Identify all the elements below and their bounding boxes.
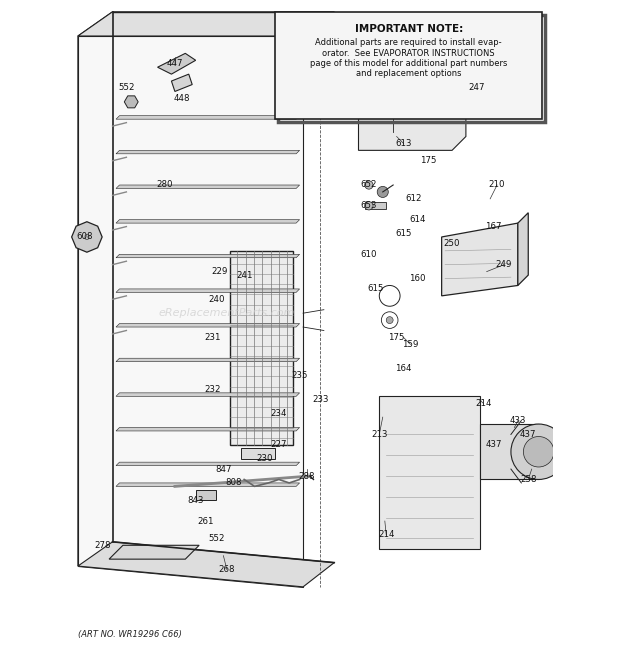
- Polygon shape: [116, 462, 299, 465]
- Text: 232: 232: [205, 385, 221, 394]
- Circle shape: [386, 317, 393, 324]
- Text: 233: 233: [312, 395, 329, 405]
- Text: 437: 437: [485, 440, 502, 449]
- Text: 227: 227: [270, 440, 287, 449]
- Text: 843: 843: [187, 496, 204, 505]
- Polygon shape: [116, 116, 299, 119]
- Text: 214: 214: [378, 530, 394, 539]
- Text: 249: 249: [496, 260, 512, 269]
- Text: 552: 552: [208, 534, 224, 543]
- FancyBboxPatch shape: [275, 12, 542, 119]
- Polygon shape: [365, 202, 386, 210]
- Polygon shape: [379, 397, 480, 549]
- Polygon shape: [241, 448, 275, 459]
- Polygon shape: [157, 54, 196, 74]
- Circle shape: [377, 186, 388, 198]
- Text: 241: 241: [236, 270, 252, 280]
- Text: 448: 448: [174, 94, 190, 103]
- Circle shape: [511, 424, 566, 479]
- Text: 230: 230: [257, 454, 273, 463]
- Polygon shape: [230, 251, 293, 445]
- Polygon shape: [116, 428, 299, 431]
- Polygon shape: [116, 289, 299, 292]
- Polygon shape: [441, 223, 518, 296]
- Text: eReplacementParts.com: eReplacementParts.com: [159, 308, 295, 318]
- Polygon shape: [116, 185, 299, 188]
- Polygon shape: [78, 542, 334, 587]
- Polygon shape: [78, 36, 303, 587]
- Polygon shape: [480, 424, 539, 479]
- Text: 280: 280: [156, 180, 173, 190]
- Circle shape: [365, 202, 373, 210]
- Text: 234: 234: [270, 409, 287, 418]
- Polygon shape: [171, 74, 192, 91]
- Text: 235: 235: [291, 371, 308, 380]
- Polygon shape: [196, 490, 216, 500]
- Text: 240: 240: [208, 295, 224, 304]
- Polygon shape: [116, 150, 299, 154]
- Text: o: o: [84, 232, 90, 242]
- Polygon shape: [125, 96, 138, 108]
- Text: 652: 652: [361, 180, 377, 190]
- Polygon shape: [358, 60, 466, 150]
- Text: 175: 175: [420, 156, 436, 165]
- Polygon shape: [78, 12, 113, 566]
- Text: 653: 653: [361, 202, 377, 210]
- Text: Additional parts are required to install evap-
orator.  See EVAPORATOR INSTRUCTI: Additional parts are required to install…: [310, 38, 507, 78]
- Text: 268: 268: [219, 565, 235, 574]
- Text: 159: 159: [402, 340, 418, 349]
- Text: 258: 258: [520, 475, 536, 484]
- Text: 615: 615: [396, 229, 412, 238]
- Polygon shape: [116, 254, 299, 258]
- Text: (ART NO. WR19296 C66): (ART NO. WR19296 C66): [78, 630, 182, 639]
- Text: 447: 447: [167, 59, 183, 68]
- Polygon shape: [109, 545, 199, 559]
- Text: 167: 167: [485, 222, 502, 231]
- Text: 437: 437: [520, 430, 536, 439]
- Text: 160: 160: [409, 274, 426, 283]
- Circle shape: [365, 181, 373, 189]
- Text: 614: 614: [409, 215, 426, 224]
- Text: 612: 612: [405, 194, 422, 204]
- Text: 213: 213: [371, 430, 388, 439]
- Circle shape: [523, 436, 554, 467]
- Text: 288: 288: [298, 471, 315, 481]
- Text: IMPORTANT NOTE:: IMPORTANT NOTE:: [355, 24, 463, 34]
- Text: 247: 247: [468, 83, 485, 93]
- Text: 175: 175: [388, 333, 405, 342]
- Text: 261: 261: [198, 516, 215, 525]
- Text: 164: 164: [396, 364, 412, 373]
- Polygon shape: [116, 324, 299, 327]
- Polygon shape: [116, 219, 299, 223]
- Text: 615: 615: [368, 284, 384, 293]
- Text: 552: 552: [118, 83, 135, 93]
- Polygon shape: [72, 221, 102, 253]
- Polygon shape: [116, 393, 299, 397]
- Text: 210: 210: [489, 180, 505, 190]
- Polygon shape: [78, 12, 334, 36]
- Text: 433: 433: [510, 416, 526, 425]
- Polygon shape: [116, 358, 299, 362]
- Text: 808: 808: [226, 479, 242, 487]
- Text: 231: 231: [205, 333, 221, 342]
- Text: 229: 229: [212, 267, 228, 276]
- Text: 250: 250: [444, 239, 460, 249]
- Text: 610: 610: [361, 250, 377, 259]
- Polygon shape: [518, 213, 528, 286]
- Text: 613: 613: [396, 139, 412, 148]
- Text: 214: 214: [475, 399, 492, 408]
- Text: 278: 278: [94, 541, 110, 550]
- Text: 847: 847: [215, 465, 232, 473]
- Polygon shape: [116, 483, 299, 486]
- Text: 608: 608: [76, 233, 93, 241]
